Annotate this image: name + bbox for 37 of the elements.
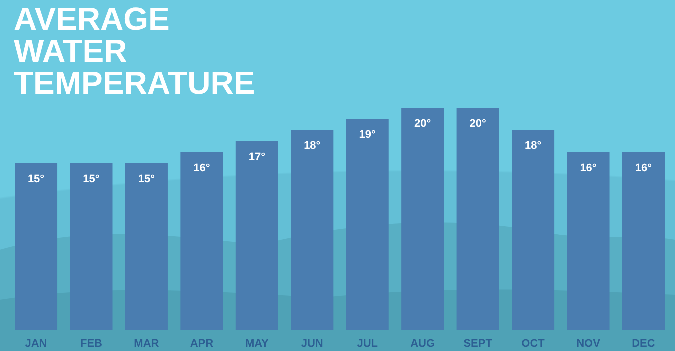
data-label: 20° [470, 118, 486, 130]
bar [512, 130, 555, 330]
bar [456, 108, 500, 330]
x-tick-label: MAR [134, 338, 160, 350]
x-tick-label: APR [190, 338, 214, 350]
data-label: 15° [28, 174, 45, 186]
bar [346, 119, 389, 330]
bar [125, 164, 168, 330]
bar [15, 164, 58, 330]
x-tick-label: JAN [25, 338, 48, 350]
bar [402, 108, 444, 330]
x-tick-label: AUG [410, 338, 436, 350]
x-tick-label: DEC [632, 338, 656, 350]
data-label: 15° [83, 174, 100, 186]
data-label: 15° [138, 174, 156, 186]
x-tick-label: OCT [522, 338, 546, 350]
x-tick-label: NOV [576, 338, 602, 350]
data-label: 19° [359, 129, 376, 142]
x-tick-label: FEB [80, 338, 103, 350]
data-label: 16° [580, 162, 597, 174]
chart-title: AVERAGE WATER TEMPERATURE [14, 1, 256, 101]
data-label: 20° [414, 118, 432, 130]
bar [567, 152, 610, 330]
data-label: 18° [524, 140, 542, 152]
x-tick-label: JUN [301, 338, 324, 350]
x-tick-label: JUL [357, 338, 378, 350]
bar [180, 152, 224, 330]
x-tick-label: MAY [245, 338, 270, 350]
bar [291, 130, 334, 330]
data-label: 16° [194, 162, 210, 174]
bar [622, 152, 665, 330]
data-label: 17° [248, 151, 266, 164]
data-label: 16° [635, 162, 652, 174]
bar [70, 164, 113, 330]
x-tick-label: SEPT [464, 338, 493, 350]
data-label: 18° [304, 140, 321, 152]
bar [236, 141, 278, 330]
